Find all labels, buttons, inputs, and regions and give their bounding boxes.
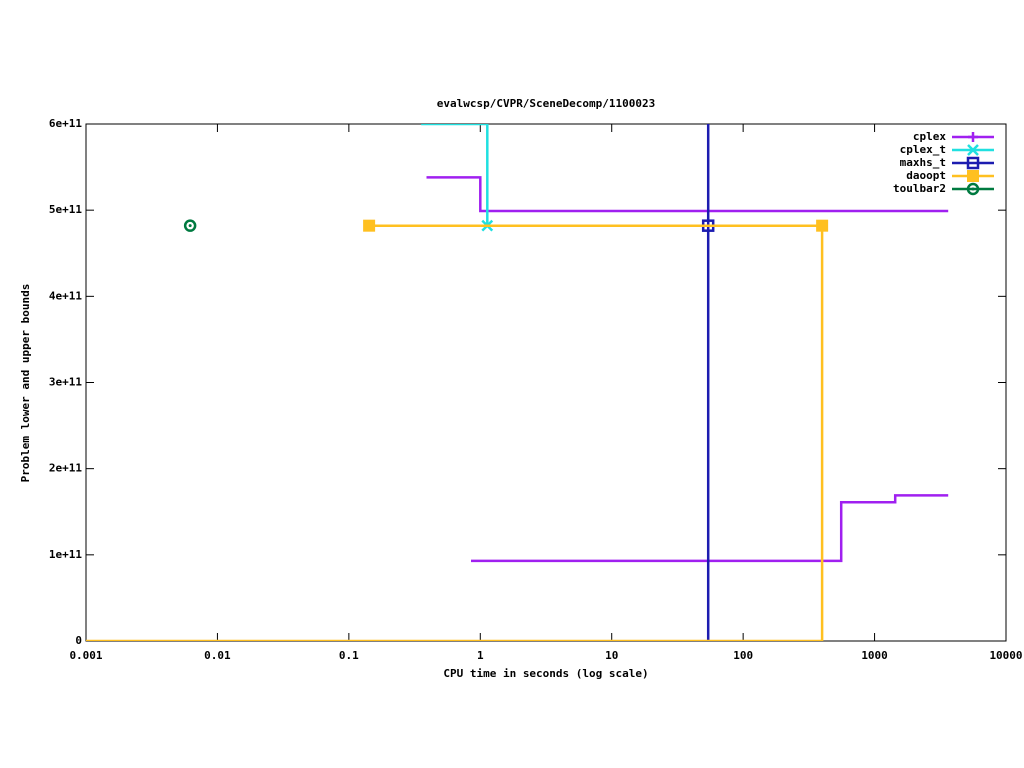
y-axis-label: Problem lower and upper bounds xyxy=(19,284,32,483)
y-tick-label: 3e+11 xyxy=(49,376,82,389)
x-tick-label: 10 xyxy=(605,649,618,662)
series-line xyxy=(421,124,489,226)
marker xyxy=(363,219,376,232)
marker-part xyxy=(188,224,192,228)
legend-label: cplex xyxy=(913,130,946,143)
marker-part xyxy=(966,182,980,196)
marker-part xyxy=(967,144,979,156)
legend-label: maxhs_t xyxy=(900,156,946,169)
marker-part xyxy=(971,187,975,191)
x-tick-label: 0.001 xyxy=(69,649,102,662)
marker xyxy=(967,170,979,182)
series-line xyxy=(86,224,824,641)
x-axis-label: CPU time in seconds (log scale) xyxy=(443,667,648,680)
marker-part xyxy=(816,219,829,232)
legend-label: cplex_t xyxy=(900,143,946,156)
legend-label: toulbar2 xyxy=(893,182,946,195)
legend-label: daoopt xyxy=(906,169,946,182)
plot-area xyxy=(86,124,949,641)
marker xyxy=(967,144,979,156)
marker-part xyxy=(967,170,979,182)
x-tick-label: 0.01 xyxy=(204,649,231,662)
y-tick-label: 0 xyxy=(75,634,82,647)
y-tick-label: 4e+11 xyxy=(49,289,82,302)
plot-frame xyxy=(85,123,1007,642)
marker-part xyxy=(183,219,197,232)
marker-part xyxy=(363,219,376,232)
marker xyxy=(816,219,829,232)
x-tick-label: 1 xyxy=(477,649,484,662)
x-tick-label: 1000 xyxy=(861,649,888,662)
y-tick-label: 6e+11 xyxy=(49,117,82,130)
x-tick-label: 0.1 xyxy=(339,649,359,662)
y-tick-label: 5e+11 xyxy=(49,203,82,216)
marker-part xyxy=(966,156,980,170)
marker xyxy=(966,156,980,170)
marker xyxy=(966,182,980,196)
marker xyxy=(183,219,197,232)
marker-part xyxy=(968,132,978,142)
chart-title: evalwcsp/CVPR/SceneDecomp/1100023 xyxy=(437,97,656,110)
y-tick-label: 1e+11 xyxy=(49,548,82,561)
x-tick-label: 100 xyxy=(733,649,753,662)
series-line xyxy=(426,176,949,563)
marker xyxy=(968,132,978,142)
y-tick-label: 2e+11 xyxy=(49,462,82,475)
x-tick-label: 10000 xyxy=(989,649,1022,662)
